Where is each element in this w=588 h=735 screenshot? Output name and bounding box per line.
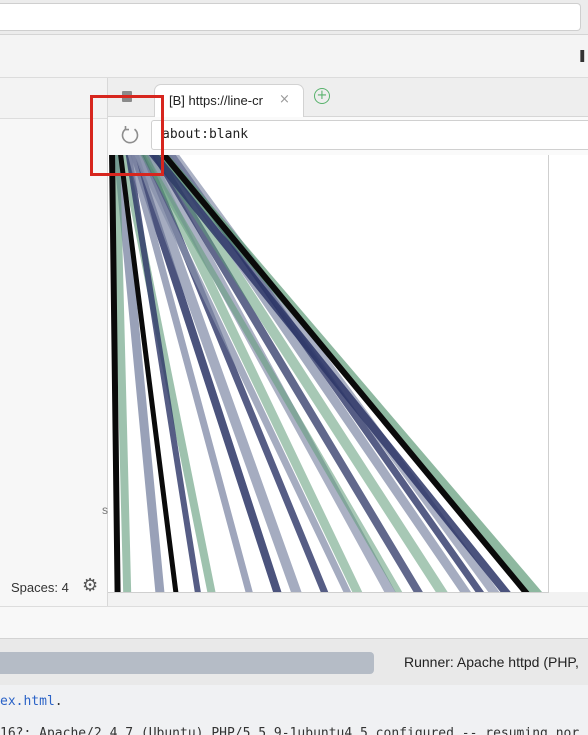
drawn-line: [140, 155, 403, 592]
address-row: about:blank: [108, 117, 588, 156]
console-line-suffix: .: [54, 694, 63, 709]
ide-toolbar: ı: [0, 35, 588, 78]
settings-fragment: s: [102, 503, 108, 517]
top-url-field[interactable]: [0, 3, 581, 31]
drawn-line: [151, 155, 423, 592]
drawn-line: [148, 155, 511, 592]
address-value: about:blank: [162, 127, 249, 142]
drawn-line: [109, 155, 121, 592]
drawn-line: [153, 155, 448, 592]
tab-preview[interactable]: [B] https://line-cr ×: [154, 84, 304, 118]
editor-pane: Spaces: 4 ⚙: [0, 78, 108, 606]
tab-label: [B] https://line-cr: [169, 93, 263, 108]
close-icon[interactable]: ×: [279, 92, 290, 107]
preview-margin: [549, 155, 588, 592]
console-line: ex.html.: [0, 694, 63, 709]
console-output: ex.html. 16?: Apache/2.4.7 (Ubuntu) PHP/…: [0, 685, 588, 735]
console-file-link[interactable]: ex.html: [0, 694, 55, 709]
runner-label[interactable]: Runner: Apache httpd (PHP,: [404, 654, 579, 670]
editor-pane-header: [0, 78, 107, 119]
drawn-line: [130, 155, 282, 592]
drawn-line: [134, 155, 352, 592]
preview-tabbar: [B] https://line-cr × +: [108, 78, 588, 118]
runner-bar: Runner: Apache httpd (PHP,: [0, 638, 588, 686]
spaces-indicator[interactable]: Spaces: 4: [11, 580, 69, 595]
top-url-strip: [0, 0, 588, 35]
gear-icon[interactable]: ⚙: [82, 575, 99, 596]
toolbar-glyph[interactable]: ı: [578, 43, 586, 68]
drawn-line: [160, 155, 530, 592]
reload-icon[interactable]: [120, 125, 140, 145]
editor-footer-strip: [0, 606, 588, 639]
drawn-line: [127, 155, 253, 592]
drawn-line: [113, 155, 165, 592]
drawn-line: [134, 155, 302, 592]
plus-circle-icon[interactable]: +: [314, 88, 330, 104]
drawn-line: [125, 155, 201, 592]
drawn-line: [118, 155, 179, 592]
runner-progress: [0, 652, 374, 674]
console-line: 16?: Apache/2.4.7 (Ubuntu) PHP/5.5.9-1ub…: [0, 726, 580, 735]
line-drawing: [109, 155, 542, 592]
address-input[interactable]: about:blank: [151, 120, 588, 150]
page-icon: [122, 91, 132, 102]
drawn-line: [112, 155, 132, 592]
canvas-preview: [108, 155, 549, 593]
